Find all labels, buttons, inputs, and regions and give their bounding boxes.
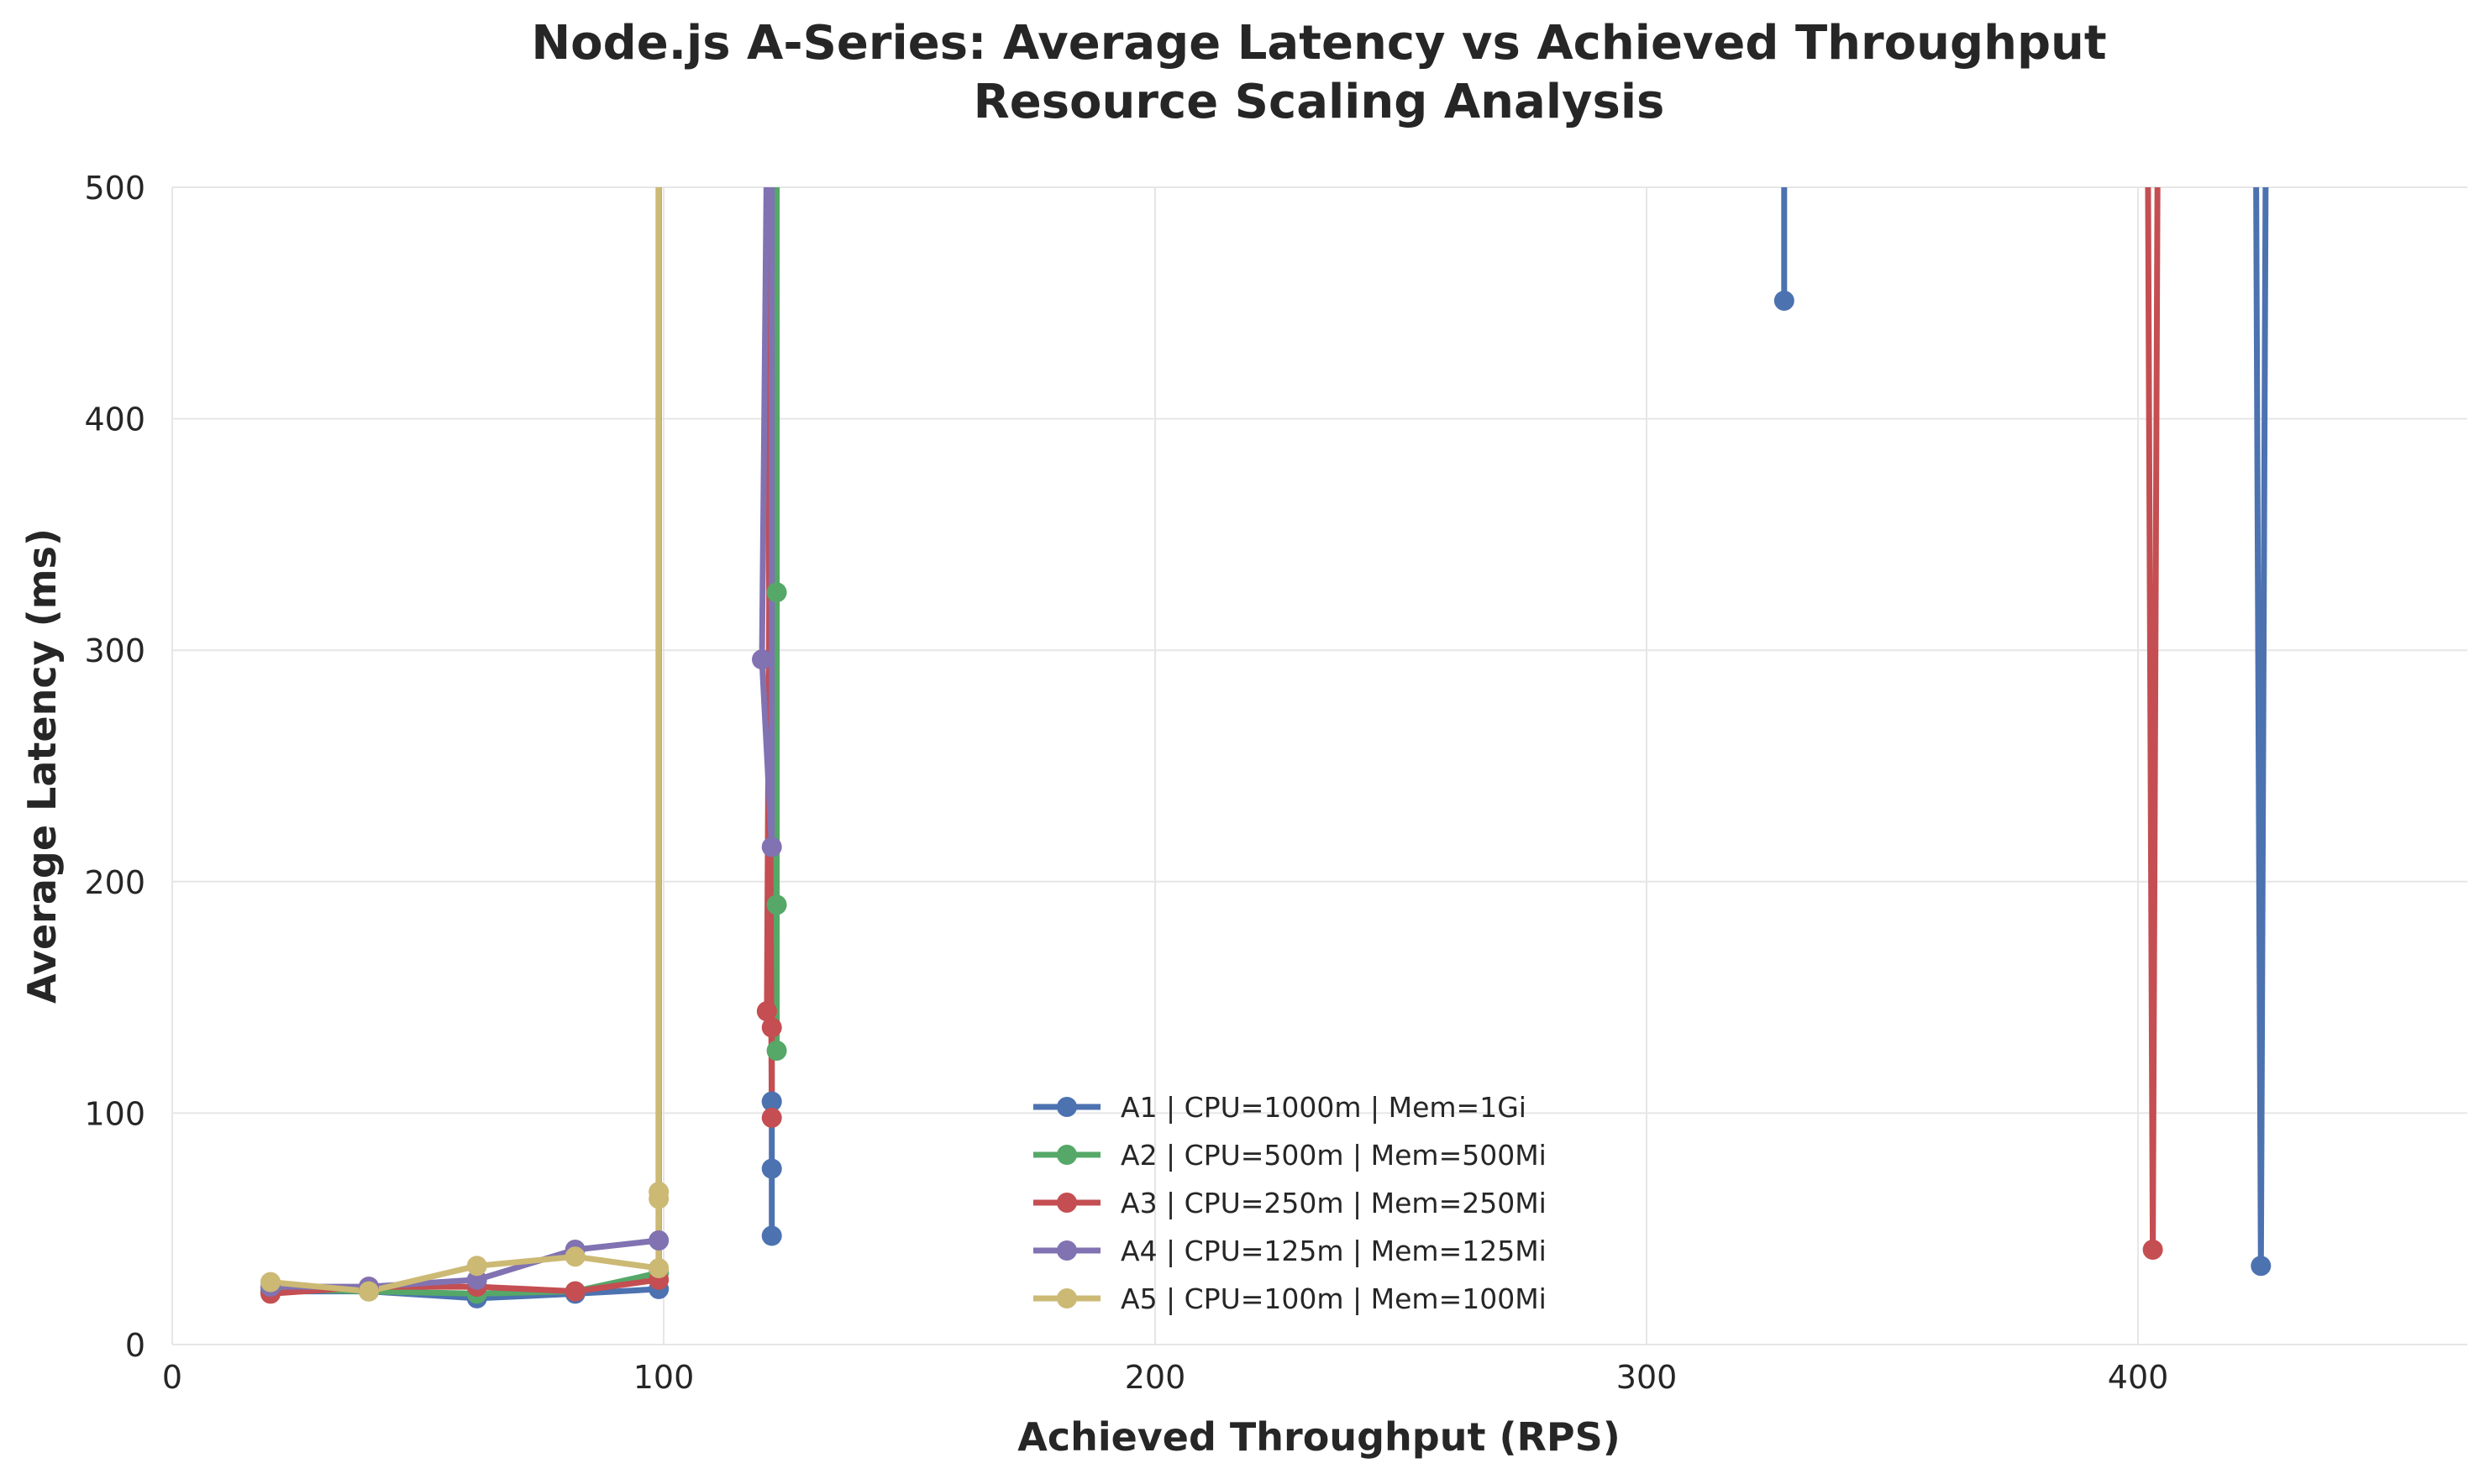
legend-marker-swatch	[1057, 1097, 1077, 1117]
x-tick-label: 300	[1616, 1359, 1678, 1396]
y-tick-label: 0	[125, 1327, 145, 1364]
data-point	[565, 1281, 586, 1302]
legend-entry: A5 | CPU=100m | Mem=100Mi	[1033, 1282, 1547, 1315]
data-point	[649, 1230, 670, 1251]
legend: A1 | CPU=1000m | Mem=1Gi A2 | CPU=500m | …	[1033, 1091, 1547, 1315]
data-point	[761, 836, 782, 857]
data-point	[761, 1091, 782, 1112]
data-point	[359, 1281, 380, 1302]
data-point	[649, 1258, 670, 1279]
data-point	[649, 1188, 670, 1209]
series-line-4	[267, 187, 775, 1290]
legend-label: A5 | CPU=100m | Mem=100Mi	[1121, 1282, 1547, 1315]
x-tick-label: 0	[162, 1359, 182, 1396]
legend-entry: A3 | CPU=250m | Mem=250Mi	[1033, 1187, 1547, 1219]
series-markers	[260, 291, 2272, 1308]
legend-label: A2 | CPU=500m | Mem=500Mi	[1121, 1139, 1547, 1172]
data-point	[766, 582, 787, 603]
legend-label: A3 | CPU=250m | Mem=250Mi	[1121, 1187, 1547, 1219]
data-point	[761, 1158, 782, 1179]
x-tick-label: 200	[1125, 1359, 1186, 1396]
legend-label: A4 | CPU=125m | Mem=125Mi	[1121, 1235, 1547, 1267]
data-point	[766, 894, 787, 915]
data-point	[766, 1040, 787, 1061]
series-lines	[267, 187, 2269, 1302]
y-tick-label: 500	[84, 170, 145, 207]
legend-marker-swatch	[1057, 1145, 1077, 1165]
series-line-2	[267, 187, 780, 1297]
data-point	[1773, 291, 1794, 312]
y-tick-label: 100	[84, 1095, 145, 1132]
legend-marker-swatch	[1057, 1193, 1077, 1213]
data-point	[565, 1246, 586, 1267]
data-point	[752, 649, 773, 670]
data-point	[466, 1256, 487, 1277]
data-point	[761, 1225, 782, 1246]
legend-entry: A2 | CPU=500m | Mem=500Mi	[1033, 1139, 1547, 1172]
data-point	[756, 1001, 777, 1022]
y-tick-label: 200	[84, 864, 145, 901]
legend-entry: A1 | CPU=1000m | Mem=1Gi	[1033, 1091, 1526, 1124]
chart-title: Node.js A-Series: Average Latency vs Ach…	[531, 16, 2106, 71]
y-axis-label: Average Latency (ms)	[19, 528, 65, 1004]
grid	[171, 186, 2467, 1345]
axes: 0 100 200 300 400 0 100 200 300 400 500	[84, 170, 2168, 1396]
series-line-5	[267, 187, 662, 1295]
legend-label: A1 | CPU=1000m | Mem=1Gi	[1121, 1091, 1526, 1124]
data-point	[2142, 1240, 2163, 1261]
series-line-1	[267, 187, 2269, 1302]
data-point	[761, 1017, 782, 1038]
chart-subtitle: Resource Scaling Analysis	[974, 75, 1665, 129]
data-point	[260, 1272, 281, 1293]
y-tick-label: 400	[84, 401, 145, 438]
data-point	[2251, 1256, 2272, 1277]
legend-entry: A4 | CPU=125m | Mem=125Mi	[1033, 1235, 1547, 1267]
data-point	[466, 1269, 487, 1290]
x-tick-label: 400	[2108, 1359, 2169, 1396]
y-tick-label: 300	[84, 632, 145, 669]
legend-marker-swatch	[1057, 1240, 1077, 1261]
x-axis-label: Achieved Throughput (RPS)	[1017, 1414, 1621, 1460]
data-point	[761, 1107, 782, 1128]
legend-marker-swatch	[1057, 1288, 1077, 1308]
x-tick-label: 100	[633, 1359, 695, 1396]
